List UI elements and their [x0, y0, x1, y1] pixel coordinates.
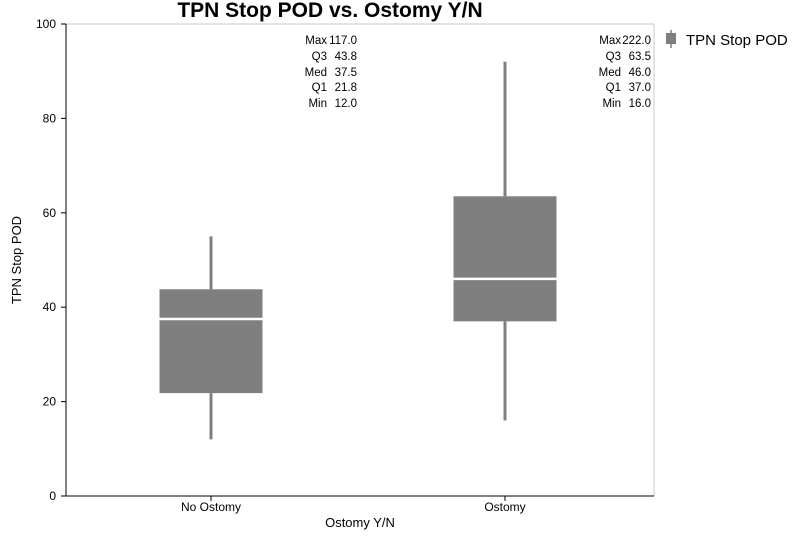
box-no-ostomy	[159, 236, 263, 440]
x-tick-label: No Ostomy	[181, 500, 241, 514]
stat-value: 37.5	[335, 67, 357, 79]
stat-value: 222.0	[622, 35, 651, 47]
x-axis-label: Ostomy Y/N	[325, 515, 395, 530]
y-tick-label: 0	[49, 489, 56, 503]
stat-value: 21.8	[335, 82, 357, 94]
stats-block: Max 117.0Q3 43.8 Med 37.5 Q1 21.8 Min 12.0	[305, 35, 357, 110]
x-axis-ticks: No Ostomy Ostomy	[181, 496, 526, 514]
stat-label: Min	[308, 98, 327, 110]
box-series	[159, 61, 557, 440]
stat-label: Max	[305, 35, 327, 47]
stat-value: 117.0	[329, 35, 357, 47]
stat-label: Q1	[606, 82, 621, 94]
box-ostomy	[453, 61, 557, 421]
stat-label: Min	[602, 98, 621, 110]
legend: TPN Stop POD	[666, 30, 788, 49]
plot-area	[65, 23, 655, 497]
y-tick-label: 20	[43, 395, 57, 409]
y-tick-label: 100	[36, 17, 56, 31]
iqr-box	[453, 196, 557, 322]
stat-value: 46.0	[629, 67, 651, 79]
stat-label: Med	[599, 67, 621, 79]
stat-label: Med	[305, 67, 327, 79]
stat-value: 43.8	[335, 51, 357, 63]
stat-value: 63.5	[629, 51, 651, 63]
legend-box-icon	[666, 33, 676, 44]
stat-value: 16.0	[629, 98, 651, 110]
y-axis-ticks: 0 20 40 60 80 100	[36, 17, 66, 503]
y-tick-label: 80	[43, 111, 57, 125]
y-tick-label: 60	[43, 206, 57, 220]
stat-value: 12.0	[335, 98, 357, 110]
x-tick-label: Ostomy	[484, 500, 525, 514]
stat-label: Q1	[312, 82, 327, 94]
stat-label: Max	[599, 35, 621, 47]
legend-label: TPN Stop POD	[686, 32, 788, 49]
stat-label: Q3	[606, 51, 621, 63]
stat-value: 37.0	[629, 82, 651, 94]
iqr-box	[159, 289, 263, 394]
y-tick-label: 40	[43, 300, 57, 314]
stat-label: Q3	[312, 51, 327, 63]
stats-block: Max 222.0Q3 63.5 Med 46.0 Q1 37.0 Min 16.0	[599, 35, 651, 110]
chart-title: TPN Stop POD vs. Ostomy Y/N	[177, 0, 482, 22]
y-axis-label: TPN Stop POD	[9, 216, 24, 304]
